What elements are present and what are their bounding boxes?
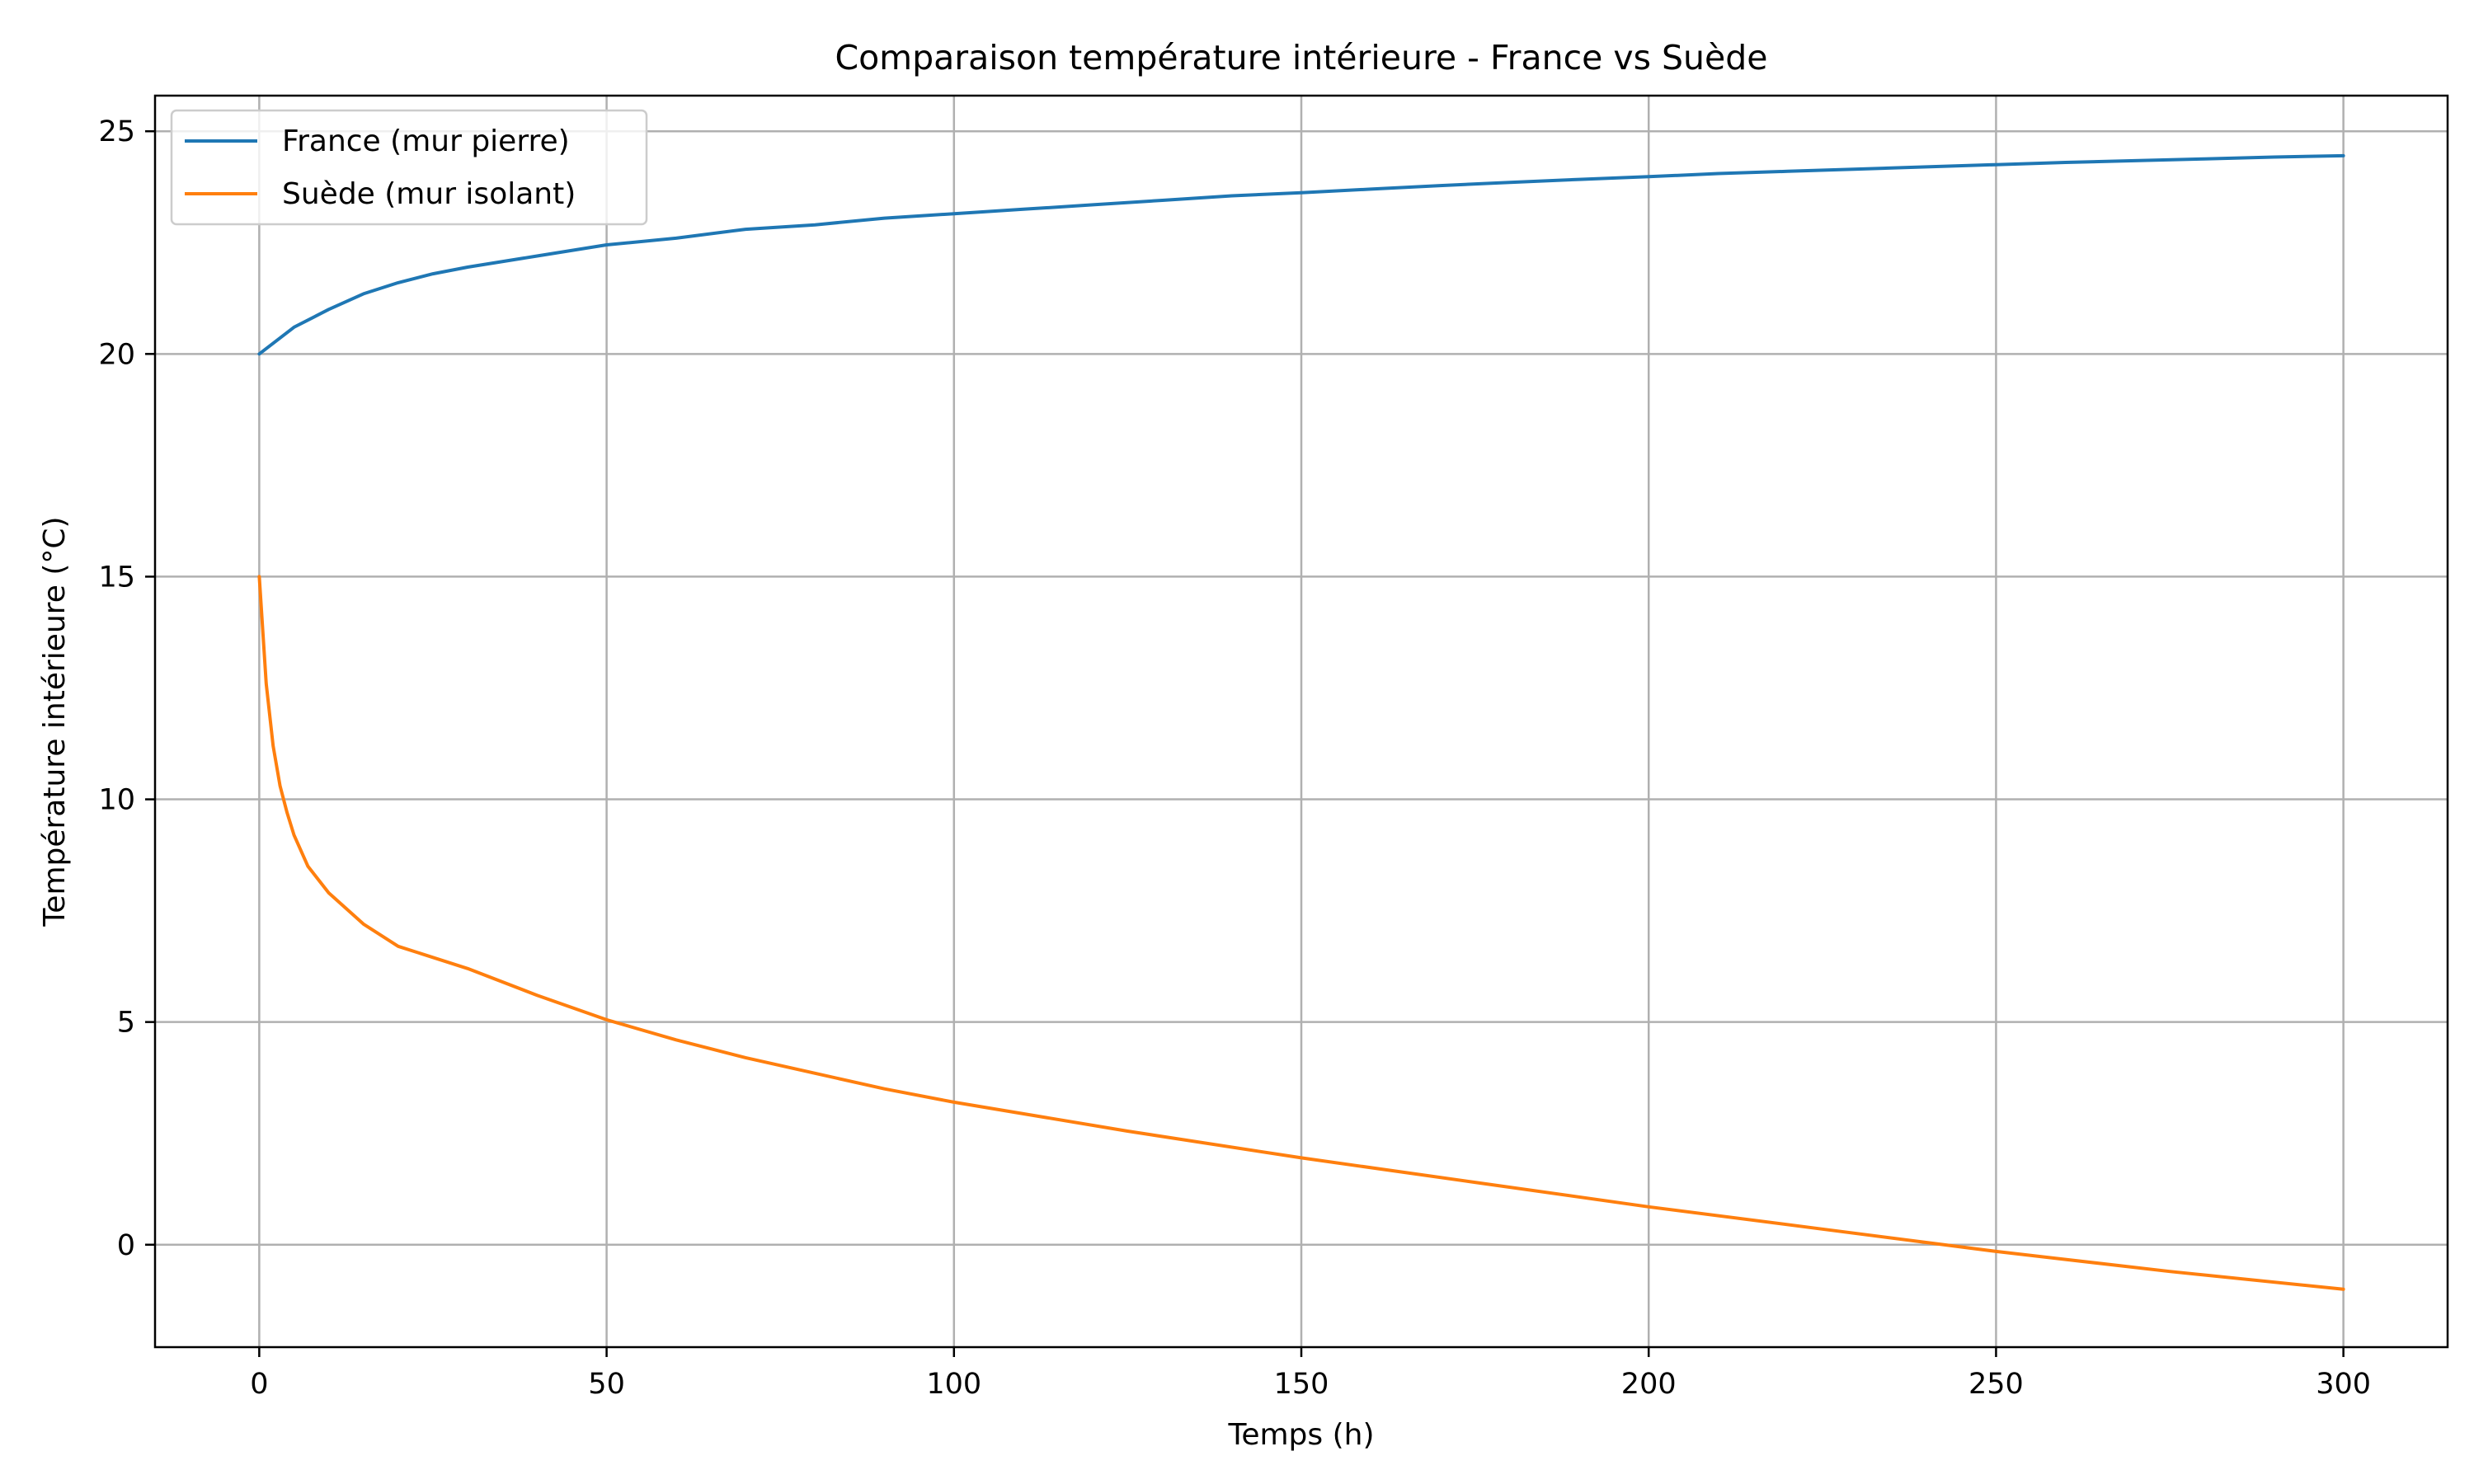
x-tick-label: 100 xyxy=(926,1368,981,1401)
x-tick-label: 300 xyxy=(2316,1368,2371,1401)
series-line-france xyxy=(257,153,2345,356)
y-tick-label: 25 xyxy=(98,115,135,148)
x-tick-label: 250 xyxy=(1968,1368,2024,1401)
y-tick-label: 0 xyxy=(117,1229,135,1262)
series-lines xyxy=(257,153,2345,1291)
y-axis-label: Température intérieure (°C) xyxy=(38,516,72,927)
x-tick-label: 150 xyxy=(1274,1368,1329,1401)
x-axis-label: Temps (h) xyxy=(1227,1418,1374,1452)
legend: France (mur pierre) Suède (mur isolant) xyxy=(170,109,648,226)
axis-ticks: 0 50 100 150 200 250 300 0 5 10 15 20 25 xyxy=(98,115,2371,1401)
legend-label-suede: Suède (mur isolant) xyxy=(282,177,576,211)
y-tick-label: 15 xyxy=(98,561,135,594)
legend-box xyxy=(170,109,648,226)
series-line-suede xyxy=(257,575,2345,1291)
x-tick-label: 200 xyxy=(1621,1368,1677,1401)
x-tick-label: 0 xyxy=(250,1368,268,1401)
x-tick-label: 50 xyxy=(588,1368,625,1401)
y-tick-label: 5 xyxy=(117,1007,135,1040)
chart-title: Comparaison température intérieure - Fra… xyxy=(835,38,1767,77)
legend-label-france: France (mur pierre) xyxy=(282,124,570,158)
grid-lines xyxy=(155,96,2448,1347)
y-tick-label: 10 xyxy=(98,784,135,817)
y-tick-label: 20 xyxy=(98,338,135,371)
